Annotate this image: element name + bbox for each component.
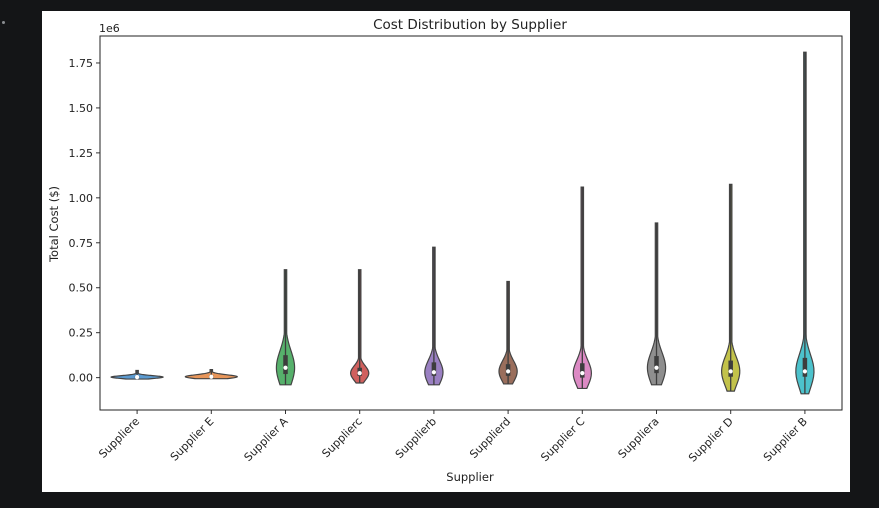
violin-median-dot <box>431 370 436 375</box>
violin-median-dot <box>283 365 288 370</box>
chart-title: Cost Distribution by Supplier <box>373 17 567 33</box>
axes-frame <box>99 35 843 411</box>
violin-median-dot <box>802 369 808 374</box>
y-tick-label: 1.25 <box>69 147 94 160</box>
x-tick-label: Suppliere <box>96 415 142 461</box>
y-tick-label: 1.00 <box>69 192 94 205</box>
violin-chart: Cost Distribution by Supplier 1e6 Suppli… <box>47 17 843 484</box>
violin-median-dot <box>580 371 585 376</box>
x-tick-label: Supplierc <box>319 415 364 460</box>
x-tick-label: Supplier A <box>242 415 291 464</box>
x-axis-label: Supplier <box>446 470 494 484</box>
x-tick-label: Supplier B <box>761 415 810 464</box>
x-tick-label: Supplier D <box>686 415 736 465</box>
violin-median-dot <box>506 369 511 374</box>
y-tick-label: 0.75 <box>69 237 94 250</box>
chart-figure: Cost Distribution by Supplier 1e6 Suppli… <box>42 11 850 492</box>
x-tick-label: Supplier C <box>538 415 587 464</box>
y-tick-label: 0.50 <box>69 282 94 295</box>
x-tick-label: Supplierb <box>393 415 439 461</box>
window-dot <box>2 21 5 24</box>
y-tick-label: 0.00 <box>69 372 94 385</box>
y-axis-offset-label: 1e6 <box>99 22 120 35</box>
y-axis-label: Total Cost ($) <box>47 186 61 263</box>
violin-median-dot <box>728 369 733 374</box>
violin-median-dot <box>209 374 214 379</box>
violin-median-dot <box>654 365 659 370</box>
x-tick-label: Suppliera <box>616 415 662 461</box>
plot-area: 0.00 0.25 0.50 0.75 1.00 1.25 1.50 1.75 Supplier… <box>69 35 843 465</box>
x-tick-label: Supplierd <box>467 415 513 461</box>
violin-median-dot <box>135 374 140 380</box>
x-tick-label: Supplier E <box>168 415 217 464</box>
y-tick-label: 1.50 <box>69 102 94 115</box>
y-tick-label: 0.25 <box>69 327 94 340</box>
y-tick-label: 1.75 <box>69 57 94 70</box>
violin-median-dot <box>357 371 362 376</box>
